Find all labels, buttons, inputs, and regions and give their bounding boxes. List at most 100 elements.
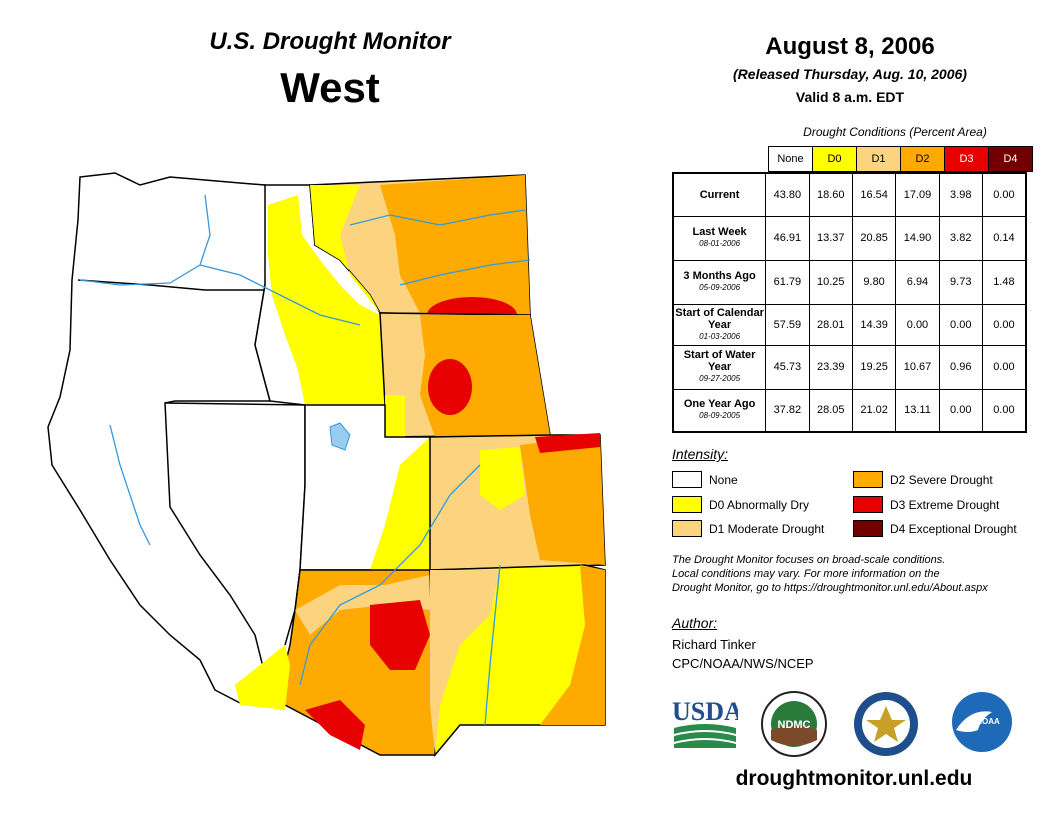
drought-area-az-d0 <box>235 645 290 710</box>
drought-area-nm-d2 <box>540 565 605 725</box>
drought-area-ut-d0 <box>370 437 430 570</box>
table-row: Current 43.80 18.60 16.54 17.09 3.98 0.00 <box>672 172 1027 217</box>
table-cell: 0.00 <box>981 344 1027 390</box>
legend-swatch <box>672 496 702 513</box>
table-cell: 0.14 <box>981 215 1027 261</box>
river-sacramento <box>109 424 151 546</box>
table-cell: 0.96 <box>938 344 983 390</box>
drought-table: Current 43.80 18.60 16.54 17.09 3.98 0.00 Last … <box>672 172 1027 433</box>
table-caption: Drought Conditions (Percent Area) <box>803 125 987 139</box>
row-label: Start of Calendar Year 01-03-2006 <box>672 303 767 346</box>
map-date: August 8, 2006 <box>765 33 935 60</box>
row-label-text: Start of Water Year <box>683 349 756 373</box>
table-row: Start of Calendar Year 01-03-2006 57.59 28.… <box>672 303 1027 346</box>
usda-logo-text: USDA <box>672 697 738 726</box>
map-title: U.S. Drought Monitor <box>209 28 451 55</box>
table-cell: 19.25 <box>851 344 897 390</box>
legend-swatch <box>853 496 883 513</box>
lake-great-salt <box>329 422 351 451</box>
drought-map <box>47 172 606 758</box>
col-header-d4: D4 <box>989 147 1032 171</box>
info-note: The Drought Monitor focuses on broad-sca… <box>672 553 1052 595</box>
table-cell: 28.01 <box>808 303 853 346</box>
table-cell: 17.09 <box>895 172 940 217</box>
author-title: Author: <box>672 615 718 631</box>
website-url[interactable]: droughtmonitor.unl.edu <box>735 767 973 790</box>
release-date: (Released Thursday, Aug. 10, 2006) <box>733 66 967 82</box>
row-label-text: Current <box>699 188 740 201</box>
row-date: 05-09-2006 <box>699 283 741 292</box>
drought-area-nm-d1 <box>430 570 500 755</box>
col-header-d3: D3 <box>945 147 989 171</box>
legend-item-d1: D1 Moderate Drought <box>672 520 824 537</box>
state-co <box>429 433 606 571</box>
drought-area-wy-d3 <box>428 359 472 415</box>
note-line: Local conditions may vary. For more info… <box>672 568 940 580</box>
state-outline-wa-or-ca <box>47 172 271 704</box>
note-line: The Drought Monitor focuses on broad-sca… <box>672 554 946 566</box>
row-label: Start of Water Year 09-27-2005 <box>672 344 767 390</box>
doc-seal-logo[interactable] <box>852 690 920 758</box>
table-cell: 20.85 <box>851 215 897 261</box>
table-cell: 28.05 <box>808 388 853 433</box>
table-cell: 16.54 <box>851 172 897 217</box>
table-cell: 0.00 <box>981 303 1027 346</box>
legend-swatch <box>672 471 702 488</box>
legend-label: D2 Severe Drought <box>890 472 993 487</box>
ndmc-logo[interactable]: NDMC <box>760 690 828 758</box>
legend-swatch <box>853 520 883 537</box>
table-cell: 23.39 <box>808 344 853 390</box>
row-label: Last Week 08-01-2006 <box>672 215 767 261</box>
table-cell: 6.94 <box>895 259 940 305</box>
table-row: 3 Months Ago 05-09-2006 61.79 10.25 9.80 6.94… <box>672 259 1027 305</box>
table-row: One Year Ago 08-09-2005 37.82 28.05 21.02 13.… <box>672 388 1027 433</box>
river-missouri <box>349 209 526 226</box>
row-label: 3 Months Ago 05-09-2006 <box>672 259 767 305</box>
drought-area-co-d3 <box>535 433 600 453</box>
table-header: None D0 D1 D2 D3 D4 <box>768 146 1033 172</box>
table-cell: 18.60 <box>808 172 853 217</box>
river-columbia <box>79 194 211 286</box>
row-label-text: One Year Ago <box>683 398 756 411</box>
table-cell: 46.91 <box>765 215 810 261</box>
region-title: West <box>280 64 380 111</box>
table-cell: 45.73 <box>765 344 810 390</box>
river-colorado <box>299 464 481 686</box>
valid-time: Valid 8 a.m. EDT <box>795 89 905 105</box>
state-ut <box>299 404 431 571</box>
table-cell: 3.98 <box>938 172 983 217</box>
rivers <box>79 194 531 726</box>
table-cell: 0.00 <box>895 303 940 346</box>
river-snake <box>199 264 361 326</box>
legend-label: None <box>709 472 738 487</box>
col-header-none: None <box>769 147 813 171</box>
table-row: Last Week 08-01-2006 46.91 13.37 20.85 14.90 3… <box>672 215 1027 261</box>
legend-swatch <box>853 471 883 488</box>
state-wy <box>379 312 551 438</box>
table-cell: 14.90 <box>895 215 940 261</box>
legend-item-none: None <box>672 471 738 488</box>
noaa-logo-text: NOAA <box>976 717 1000 726</box>
drought-area-mt-d0 <box>310 185 380 313</box>
col-header-d0: D0 <box>813 147 857 171</box>
table-cell: 57.59 <box>765 303 810 346</box>
table-cell: 10.25 <box>808 259 853 305</box>
row-label-text: Start of Calendar Year <box>675 306 764 331</box>
row-label: Current <box>672 172 767 217</box>
noaa-logo[interactable]: NOAA <box>950 690 1014 754</box>
author-org: CPC/NOAA/NWS/NCEP <box>672 656 814 671</box>
usda-logo[interactable]: USDA <box>672 690 738 750</box>
table-cell: 21.02 <box>851 388 897 433</box>
drought-area-az-d1 <box>295 575 430 635</box>
col-header-d2: D2 <box>901 147 945 171</box>
table-cell: 9.80 <box>851 259 897 305</box>
legend-item-d3: D3 Extreme Drought <box>853 496 999 513</box>
row-date: 09-27-2005 <box>699 374 741 383</box>
row-date: 08-01-2006 <box>699 239 741 248</box>
table-cell: 13.11 <box>895 388 940 433</box>
legend-item-d4: D4 Exceptional Drought <box>853 520 1017 537</box>
river-yellowstone <box>399 259 531 286</box>
row-date: 08-09-2005 <box>699 411 741 421</box>
legend-title: Intensity: <box>672 446 729 462</box>
drought-area-az-d3-north <box>370 600 430 670</box>
